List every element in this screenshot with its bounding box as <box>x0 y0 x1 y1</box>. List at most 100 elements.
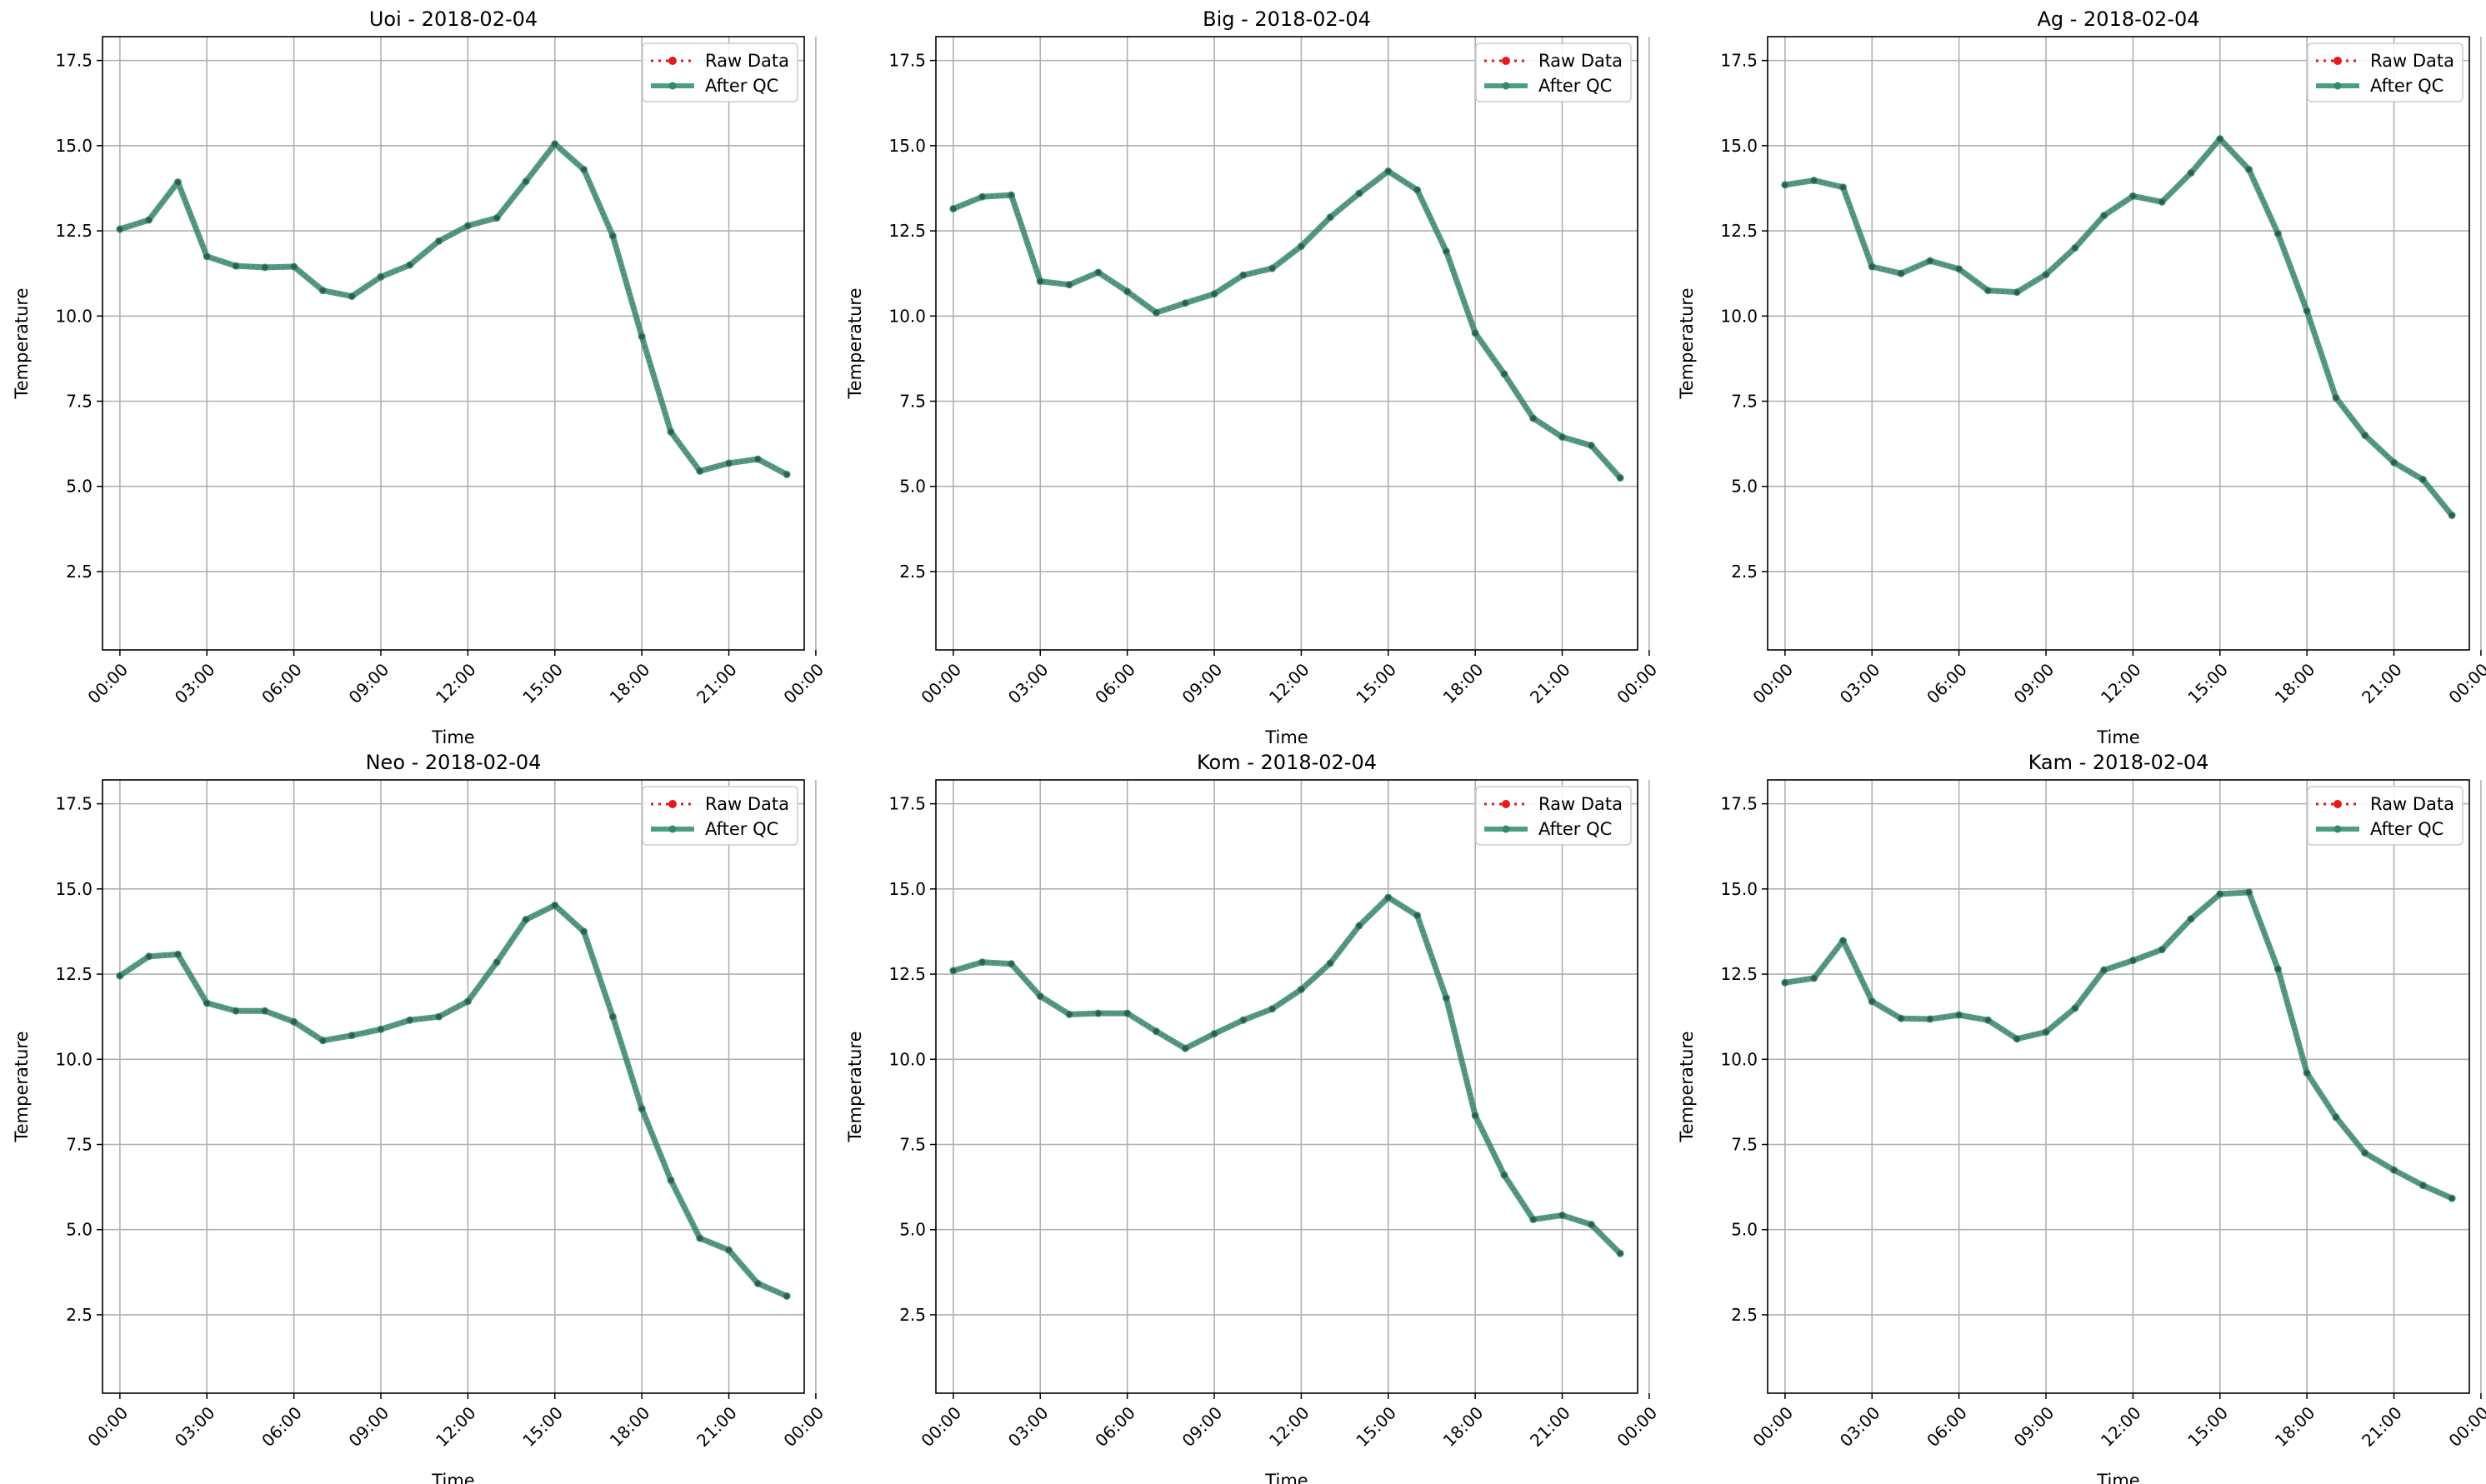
legend-raw-label: Raw Data <box>1538 51 1623 71</box>
raw-data-point <box>1240 1017 1247 1023</box>
raw-data-point <box>1414 912 1420 918</box>
raw-data-point <box>1869 998 1875 1004</box>
y-tick-label: 12.5 <box>55 964 93 984</box>
series-after-qc-line <box>117 141 790 477</box>
y-tick-label: 5.0 <box>1731 477 1758 497</box>
x-tick-label: 00:00 <box>917 659 965 707</box>
y-tick-label: 15.0 <box>55 136 93 156</box>
x-tick-label: 12:00 <box>2097 1402 2145 1451</box>
raw-data-point <box>552 141 558 147</box>
raw-data-point <box>1559 434 1565 440</box>
x-tick-label: 21:00 <box>693 659 741 707</box>
x-tick-label: 06:00 <box>1923 1402 1971 1451</box>
y-axis-label: Temperature <box>1677 287 1697 399</box>
x-tick-label: 21:00 <box>1526 1402 1574 1451</box>
y-tick-label: 7.5 <box>66 1135 93 1155</box>
y-tick-label: 15.0 <box>1720 879 1758 899</box>
x-tick-label: 12:00 <box>2097 659 2145 707</box>
y-tick-label: 12.5 <box>55 221 93 241</box>
raw-data-point <box>726 460 732 467</box>
chart-panel-2: 00:00 03:00 06:00 09:00 12:00 15:00 18:00 21:00… <box>1677 7 2486 747</box>
raw-data-point <box>1811 975 1817 982</box>
legend: Raw Data After QC <box>642 42 798 102</box>
raw-data-point <box>1183 1046 1188 1052</box>
legend-qc-label: After QC <box>705 76 778 96</box>
raw-data-point <box>638 333 645 340</box>
plot-frame <box>102 779 805 1394</box>
raw-data-point <box>1095 1010 1102 1017</box>
x-tick-label: 21:00 <box>693 1402 741 1451</box>
raw-data-point <box>950 967 957 974</box>
raw-data-point <box>2362 432 2368 438</box>
raw-data-point <box>1327 214 1333 220</box>
raw-data-point <box>755 456 761 462</box>
raw-data-point <box>146 953 152 960</box>
y-tick-label: 12.5 <box>1720 964 1758 984</box>
y-tick-label: 17.5 <box>55 51 93 71</box>
legend: Raw Data After QC <box>2307 42 2463 102</box>
raw-data-point <box>2420 1182 2426 1188</box>
chart-title: Kam - 2018-02-04 <box>2028 751 2209 774</box>
plot-frame <box>1767 779 2470 1394</box>
chart-title: Ag - 2018-02-04 <box>2037 7 2199 31</box>
x-tick-label: 15:00 <box>518 1402 567 1451</box>
x-tick-label: 12:00 <box>432 1402 480 1451</box>
legend-qc-marker <box>1502 82 1510 90</box>
raw-data-point <box>1898 1016 1904 1022</box>
raw-data-point <box>1530 1217 1536 1222</box>
raw-data-point <box>1183 300 1188 306</box>
raw-data-point <box>2014 1036 2020 1042</box>
raw-data-point <box>2303 1070 2310 1076</box>
raw-data-point <box>320 1037 326 1044</box>
y-tick-label: 7.5 <box>1731 392 1758 412</box>
x-tick-label: 00:00 <box>917 1402 965 1451</box>
y-tick-label: 7.5 <box>899 392 926 412</box>
plot-frame <box>935 779 1638 1394</box>
legend: Raw Data After QC <box>642 786 798 846</box>
raw-data-point <box>407 262 413 268</box>
y-axis-label: Temperature <box>1677 1031 1697 1142</box>
raw-data-point <box>1153 310 1159 316</box>
series-raw-data-line <box>119 903 788 1297</box>
raw-data-point <box>1095 269 1102 276</box>
plot-frame <box>935 36 1638 651</box>
y-axis-label: Temperature <box>12 1031 32 1142</box>
y-tick-label: 12.5 <box>1720 221 1758 241</box>
raw-data-point <box>2303 307 2310 314</box>
raw-data-point <box>436 238 442 244</box>
y-tick-label: 17.5 <box>1720 794 1758 814</box>
y-tick-label: 15.0 <box>888 136 926 156</box>
raw-data-point <box>1559 1212 1565 1218</box>
y-tick-label: 2.5 <box>899 562 926 582</box>
raw-data-point <box>233 1008 239 1014</box>
x-axis-label: Time <box>1264 1471 1308 1484</box>
raw-data-point <box>1211 291 1218 297</box>
y-tick-label: 15.0 <box>888 879 926 899</box>
series-after-qc-line <box>950 894 1623 1257</box>
raw-data-point <box>1327 960 1333 967</box>
raw-data-point <box>1588 1222 1594 1227</box>
x-tick-label: 03:00 <box>1004 1402 1053 1451</box>
y-tick-label: 12.5 <box>888 221 926 241</box>
raw-data-point <box>1840 184 1846 190</box>
x-tick-label: 09:00 <box>2010 659 2058 707</box>
x-tick-label: 00:00 <box>1613 659 1661 707</box>
x-tick-label: 18:00 <box>606 1402 654 1451</box>
y-tick-label: 17.5 <box>888 794 926 814</box>
raw-data-point <box>1385 168 1391 174</box>
x-axis-label: Time <box>431 727 474 747</box>
raw-data-point <box>2158 947 2165 952</box>
chart-title: Big - 2018-02-04 <box>1203 7 1371 31</box>
raw-data-point <box>2130 957 2136 963</box>
y-tick-label: 7.5 <box>1731 1135 1758 1155</box>
chart-panel-1: 00:00 03:00 06:00 09:00 12:00 15:00 18:00 21:00… <box>845 7 1661 747</box>
x-tick-label: 15:00 <box>2183 659 2232 707</box>
y-axis-label: Temperature <box>12 287 32 399</box>
raw-data-point <box>1356 922 1363 929</box>
raw-data-point <box>2246 167 2252 172</box>
y-tick-label: 17.5 <box>55 794 93 814</box>
x-tick-label: 06:00 <box>258 1402 306 1451</box>
series-after-qc-line <box>117 902 790 1299</box>
raw-data-point <box>1008 192 1014 198</box>
legend-qc-marker <box>2333 825 2342 833</box>
